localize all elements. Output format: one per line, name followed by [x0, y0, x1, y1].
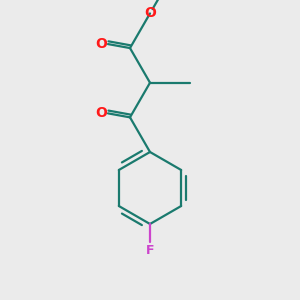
Text: F: F: [146, 244, 154, 257]
Text: O: O: [95, 106, 107, 120]
Text: O: O: [144, 6, 156, 20]
Text: O: O: [95, 37, 107, 51]
